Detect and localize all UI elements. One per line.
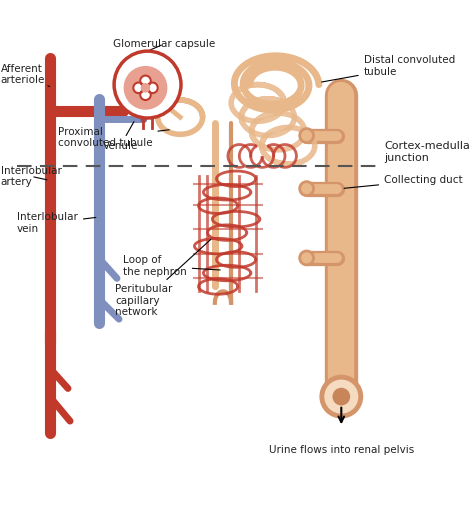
- Circle shape: [325, 380, 357, 413]
- Text: Interlobular
vein: Interlobular vein: [17, 212, 96, 234]
- Circle shape: [147, 82, 158, 93]
- Text: Loop of
the nephron: Loop of the nephron: [123, 255, 220, 277]
- Text: Urine flows into renal pelvis: Urine flows into renal pelvis: [269, 445, 414, 455]
- Circle shape: [141, 84, 150, 92]
- Text: Glomerular capsule: Glomerular capsule: [113, 39, 215, 50]
- Text: Peritubular
capillary
network: Peritubular capillary network: [115, 239, 211, 318]
- Circle shape: [124, 67, 167, 109]
- Circle shape: [320, 375, 363, 418]
- Circle shape: [114, 51, 181, 118]
- Circle shape: [140, 75, 151, 86]
- Circle shape: [140, 90, 151, 100]
- Text: Afferent
arteriole: Afferent arteriole: [0, 63, 50, 86]
- Text: Proximal
convoluted tubule: Proximal convoluted tubule: [58, 127, 169, 148]
- Circle shape: [300, 182, 314, 195]
- Circle shape: [300, 251, 314, 265]
- Text: Distal convoluted
tubule: Distal convoluted tubule: [321, 56, 455, 82]
- Circle shape: [133, 82, 144, 93]
- Text: Cortex-medulla
junction: Cortex-medulla junction: [384, 141, 470, 162]
- Text: Collecting duct: Collecting duct: [344, 176, 463, 188]
- Circle shape: [300, 128, 314, 143]
- Circle shape: [333, 388, 349, 405]
- Text: Venule: Venule: [103, 122, 138, 151]
- Text: Interlobular
artery: Interlobular artery: [0, 166, 62, 187]
